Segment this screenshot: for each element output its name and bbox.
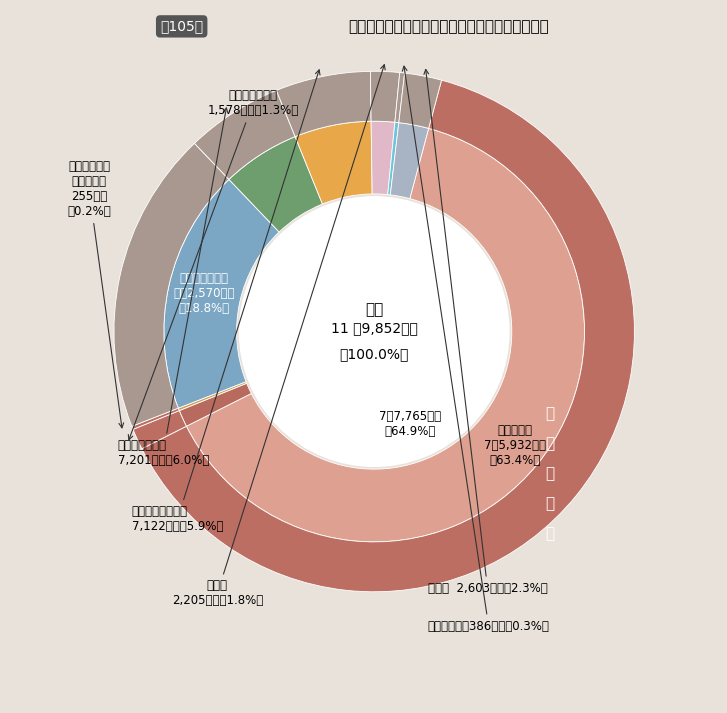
- Text: その他の給付費
1,578億円（1.3%）: その他の給付費 1,578億円（1.3%）: [128, 89, 299, 440]
- Wedge shape: [276, 71, 371, 137]
- Wedge shape: [164, 180, 279, 408]
- Wedge shape: [229, 137, 323, 232]
- Wedge shape: [295, 121, 372, 204]
- Text: 老人保健拠出金
２兆2,570億円
（18.8%）: 老人保健拠出金 ２兆2,570億円 （18.8%）: [174, 272, 235, 315]
- Wedge shape: [395, 73, 405, 123]
- Text: 診療報酬審査
支払手数料
255億円
（0.2%）: 診療報酬審査 支払手数料 255億円 （0.2%）: [67, 160, 124, 428]
- Text: 療養諸費等
7兆5,932億円
（63.4%）: 療養諸費等 7兆5,932億円 （63.4%）: [483, 424, 546, 467]
- Text: その他  2,603億円（2.3%）: その他 2,603億円（2.3%）: [424, 69, 547, 595]
- Text: 歳出: 歳出: [365, 302, 383, 318]
- Wedge shape: [399, 73, 441, 128]
- Wedge shape: [133, 411, 186, 448]
- Wedge shape: [371, 121, 395, 195]
- Text: 険: 険: [545, 436, 554, 451]
- Text: 11 兆9,852億円: 11 兆9,852億円: [331, 321, 417, 335]
- Text: 介護給付費納付金
7,122億円（5.9%）: 介護給付費納付金 7,122億円（5.9%）: [132, 70, 320, 533]
- Text: 共同事業拠出金
7,201億円（6.0%）: 共同事業拠出金 7,201億円（6.0%）: [118, 108, 228, 467]
- Wedge shape: [180, 384, 252, 426]
- Text: 7兆7,765億円
（64.9%）: 7兆7,765億円 （64.9%）: [379, 410, 441, 438]
- Text: 国民健康保険事業の歳出決算の状況（事業勘定）: 国民健康保険事業の歳出決算の状況（事業勘定）: [349, 19, 550, 34]
- Text: 付: 付: [545, 496, 554, 511]
- Wedge shape: [370, 71, 400, 122]
- Text: 給: 給: [545, 466, 554, 481]
- Wedge shape: [186, 128, 585, 542]
- Wedge shape: [194, 91, 295, 180]
- Wedge shape: [114, 143, 229, 426]
- Text: 保健事業費　386億円（0.3%）: 保健事業費 386億円（0.3%）: [402, 66, 550, 632]
- Text: 保: 保: [545, 406, 554, 421]
- Text: 総務費
2,205億円（1.8%）: 総務費 2,205億円（1.8%）: [172, 65, 385, 607]
- Text: 費: 費: [545, 526, 554, 541]
- Wedge shape: [387, 122, 399, 195]
- Circle shape: [238, 196, 510, 467]
- Wedge shape: [390, 123, 429, 199]
- Text: （100.0%）: （100.0%）: [340, 347, 409, 361]
- Wedge shape: [142, 80, 635, 592]
- Wedge shape: [178, 381, 246, 411]
- Text: 第105図: 第105図: [160, 19, 204, 34]
- Wedge shape: [132, 408, 180, 429]
